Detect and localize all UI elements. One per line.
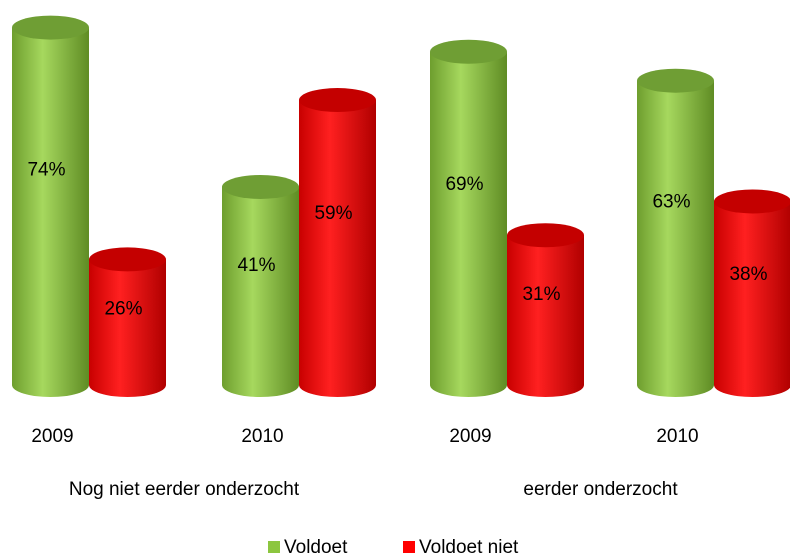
- data-label: 59%: [314, 203, 352, 224]
- bar-top: [89, 247, 166, 272]
- data-label: 31%: [522, 284, 560, 305]
- x-tick-label: 2010: [241, 426, 283, 447]
- bar-body: [637, 80, 714, 386]
- bar-top: [507, 223, 584, 248]
- x-tick-label: 2010: [656, 426, 698, 447]
- data-label: 74%: [27, 160, 65, 181]
- data-label: 63%: [652, 191, 690, 212]
- bar-body: [89, 259, 166, 385]
- bar: [299, 88, 376, 397]
- bar-top: [12, 15, 89, 40]
- bar-body: [507, 235, 584, 385]
- data-label: 38%: [729, 264, 767, 285]
- bar-top: [637, 68, 714, 93]
- bar-body: [430, 51, 507, 385]
- bar-body: [299, 100, 376, 385]
- bar-body: [222, 186, 299, 385]
- x-tick-label: 2009: [449, 426, 491, 447]
- bar: [714, 189, 790, 397]
- bar: [12, 15, 89, 397]
- data-label: 41%: [237, 255, 275, 276]
- bar-body: [714, 201, 790, 385]
- bar: [430, 39, 507, 397]
- x-tick-label: 2009: [31, 426, 73, 447]
- bar-top: [430, 39, 507, 64]
- bar: [89, 247, 166, 397]
- bar-body: [12, 27, 89, 386]
- data-label: 69%: [445, 174, 483, 195]
- legend-label: Voldoet: [284, 537, 348, 555]
- data-label: 26%: [104, 299, 142, 320]
- bar-top: [299, 88, 376, 113]
- legend-swatch: [403, 541, 415, 553]
- legend-swatch: [268, 541, 280, 553]
- bar: [507, 223, 584, 397]
- bar: [637, 68, 714, 397]
- bar-top: [714, 189, 790, 214]
- bar: [222, 174, 299, 397]
- group-label: Nog niet eerder onderzocht: [69, 479, 300, 500]
- bar-top: [222, 174, 299, 199]
- legend-label: Voldoet niet: [419, 537, 519, 555]
- group-label: eerder onderzocht: [523, 479, 678, 500]
